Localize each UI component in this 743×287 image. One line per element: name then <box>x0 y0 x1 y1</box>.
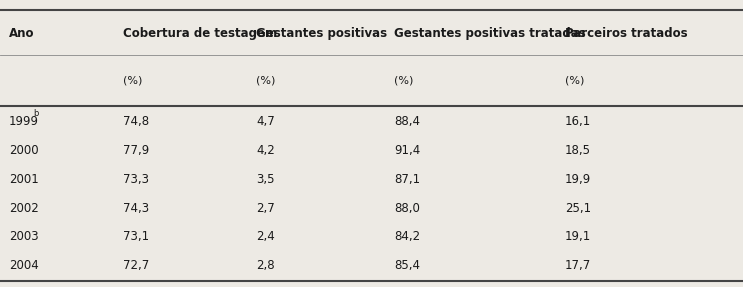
Text: 91,4: 91,4 <box>394 144 420 157</box>
Text: 18,5: 18,5 <box>565 144 591 157</box>
Text: 74,8: 74,8 <box>123 115 149 129</box>
Text: 2003: 2003 <box>9 230 39 243</box>
Text: 4,7: 4,7 <box>256 115 275 129</box>
Text: 74,3: 74,3 <box>123 201 149 215</box>
Text: Gestantes positivas tratadas: Gestantes positivas tratadas <box>394 26 585 40</box>
Text: 2004: 2004 <box>9 259 39 272</box>
Text: 72,7: 72,7 <box>123 259 149 272</box>
Text: 2,4: 2,4 <box>256 230 275 243</box>
Text: 73,1: 73,1 <box>123 230 149 243</box>
Text: 2,8: 2,8 <box>256 259 275 272</box>
Text: 25,1: 25,1 <box>565 201 591 215</box>
Text: Gestantes positivas: Gestantes positivas <box>256 26 387 40</box>
Text: 87,1: 87,1 <box>394 173 420 186</box>
Text: b: b <box>33 109 39 119</box>
Text: 4,2: 4,2 <box>256 144 275 157</box>
Text: 73,3: 73,3 <box>123 173 149 186</box>
Text: 2,7: 2,7 <box>256 201 275 215</box>
Text: 3,5: 3,5 <box>256 173 275 186</box>
Text: 77,9: 77,9 <box>123 144 149 157</box>
Text: (%): (%) <box>394 75 413 85</box>
Text: 2000: 2000 <box>9 144 39 157</box>
Text: Cobertura de testagem: Cobertura de testagem <box>123 26 276 40</box>
Text: 19,9: 19,9 <box>565 173 591 186</box>
Text: Parceiros tratados: Parceiros tratados <box>565 26 687 40</box>
Text: 84,2: 84,2 <box>394 230 420 243</box>
Text: 88,0: 88,0 <box>394 201 420 215</box>
Text: 17,7: 17,7 <box>565 259 591 272</box>
Text: (%): (%) <box>256 75 276 85</box>
Text: 88,4: 88,4 <box>394 115 420 129</box>
Text: (%): (%) <box>565 75 584 85</box>
Text: Ano: Ano <box>9 26 34 40</box>
Text: 85,4: 85,4 <box>394 259 420 272</box>
Text: 16,1: 16,1 <box>565 115 591 129</box>
Text: 1999: 1999 <box>9 115 39 129</box>
Text: 2001: 2001 <box>9 173 39 186</box>
Text: 2002: 2002 <box>9 201 39 215</box>
Text: 19,1: 19,1 <box>565 230 591 243</box>
Text: (%): (%) <box>123 75 142 85</box>
